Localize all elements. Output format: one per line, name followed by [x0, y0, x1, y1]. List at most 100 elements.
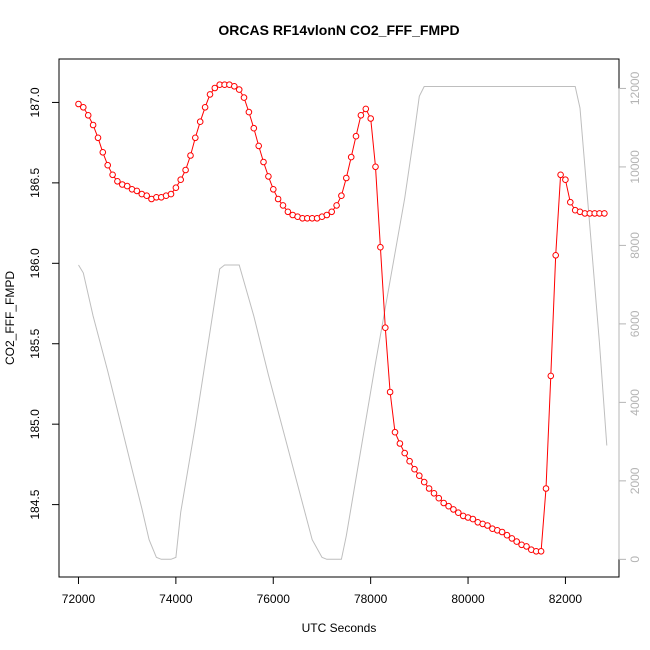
data-point: [265, 173, 272, 180]
data-point: [89, 121, 97, 129]
y2-tick-label: 2000: [628, 467, 642, 494]
y-tick-label: 186.5: [28, 168, 42, 198]
data-point: [552, 252, 560, 259]
x-axis: 72000 74000 76000 78000 80000 82000: [62, 576, 583, 606]
data-point: [84, 112, 92, 119]
y-tick-label: 186.0: [28, 248, 42, 278]
data-point: [484, 522, 491, 529]
data-point: [80, 104, 87, 111]
data-point: [601, 210, 608, 217]
secondary-series-line: [78, 86, 608, 560]
data-point: [498, 528, 506, 536]
data-point: [455, 509, 462, 517]
data-point: [333, 202, 340, 209]
data-point: [192, 134, 199, 142]
data-point: [391, 428, 399, 436]
data-point: [420, 478, 428, 486]
data-point: [240, 94, 248, 101]
data-point: [206, 91, 214, 98]
data-point: [362, 105, 370, 113]
data-point: [523, 543, 530, 550]
x-tick-label: 80000: [451, 592, 485, 606]
data-point: [401, 449, 409, 457]
data-point: [211, 84, 219, 92]
data-point: [328, 208, 336, 216]
series-primary: [75, 81, 608, 555]
data-point: [406, 457, 413, 465]
data-point: [377, 243, 384, 251]
y-tick-label: 187.0: [28, 87, 42, 117]
data-point: [440, 499, 448, 507]
x-tick-label: 72000: [62, 592, 96, 606]
data-point: [167, 190, 175, 198]
data-point: [411, 465, 418, 473]
data-point: [182, 166, 189, 174]
x-tick-label: 76000: [257, 592, 291, 606]
data-point: [567, 198, 574, 206]
data-point: [109, 171, 116, 179]
data-point: [382, 324, 389, 332]
data-point: [235, 86, 243, 93]
y-tick-label: 184.5: [28, 489, 42, 519]
data-point: [123, 182, 131, 190]
data-point: [435, 494, 443, 502]
data-point: [323, 211, 331, 219]
data-point: [245, 108, 253, 116]
data-point: [114, 178, 121, 185]
data-point: [547, 372, 555, 380]
y-tick-label: 185.5: [28, 328, 42, 358]
y2-tick-label: 0: [628, 556, 642, 563]
data-point: [537, 548, 545, 555]
data-point: [357, 112, 365, 119]
data-point: [513, 538, 521, 545]
data-point: [274, 195, 282, 203]
series-secondary-line: [78, 86, 608, 560]
y-axis-label: CO2_FFF_FMPD: [3, 271, 17, 365]
x-tick-label: 74000: [159, 592, 193, 606]
data-point: [99, 149, 107, 156]
data-point: [143, 192, 150, 199]
data-point: [94, 134, 102, 142]
y2-tick-label: 6000: [628, 310, 642, 337]
data-point: [352, 132, 360, 140]
x-axis-label: UTC Seconds: [302, 621, 377, 635]
data-point: [250, 124, 258, 132]
data-point: [231, 83, 238, 90]
data-point: [557, 171, 564, 179]
y2-tick-label: 8000: [628, 232, 642, 259]
y-axis-right: 0 2000 4000 6000 8000 10000 12000: [618, 71, 642, 563]
y2-tick-label: 12000: [628, 71, 642, 105]
data-point: [255, 142, 263, 150]
data-point: [367, 115, 375, 122]
data-point: [343, 174, 350, 182]
data-point: [75, 100, 82, 108]
x-tick-label: 78000: [354, 592, 388, 606]
data-point: [133, 187, 141, 195]
data-point: [450, 506, 457, 513]
data-point: [104, 161, 111, 169]
data-point: [445, 502, 452, 510]
chart-title: ORCAS RF14vlonN CO2_FFF_FMPD: [218, 22, 459, 38]
data-point: [177, 176, 184, 183]
data-point: [396, 440, 404, 447]
data-point: [284, 208, 292, 216]
data-point: [347, 153, 355, 161]
data-point: [187, 152, 194, 159]
y2-tick-label: 4000: [628, 389, 642, 416]
data-point: [270, 186, 277, 193]
data-point: [196, 118, 204, 125]
data-point: [372, 163, 379, 171]
data-point: [260, 158, 267, 166]
x-tick-label: 82000: [549, 592, 583, 606]
data-point: [503, 531, 511, 539]
data-point: [172, 184, 180, 191]
data-point: [542, 485, 550, 492]
data-point: [386, 388, 394, 396]
data-point: [425, 485, 433, 492]
y-axis-left: 184.5 185.0 185.5 186.0 186.5 187.0: [28, 87, 60, 520]
data-point: [562, 176, 569, 183]
data-point: [430, 490, 438, 497]
data-point: [416, 472, 423, 480]
data-point: [338, 192, 345, 199]
